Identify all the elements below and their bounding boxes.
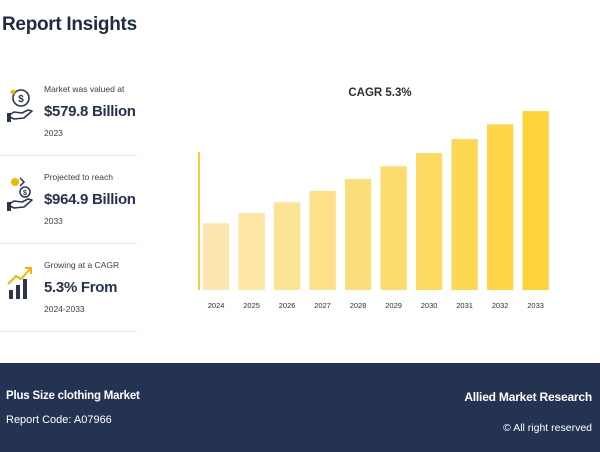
market-name: Plus Size clothing Market xyxy=(6,390,140,402)
projection-hand-icon: $ xyxy=(6,174,34,214)
bar-2033 xyxy=(522,111,549,290)
insight-value: $964.9 Billion xyxy=(44,191,136,208)
bar-2024 xyxy=(203,223,230,290)
bar-2030 xyxy=(416,153,443,290)
bar-2028 xyxy=(345,178,372,290)
x-tick-label: 2024 xyxy=(208,301,225,310)
x-tick-label: 2026 xyxy=(279,301,296,310)
report-code: Report Code: A07966 xyxy=(6,414,112,426)
insight-projection: $ Projected to reach $964.9 Billion 2033 xyxy=(0,156,137,244)
insight-year: 2023 xyxy=(44,128,63,138)
insight-market-value: $ Market was valued at $579.8 Billion 20… xyxy=(0,68,137,156)
page-title: Report Insights xyxy=(2,14,137,35)
svg-text:$: $ xyxy=(23,190,27,197)
bar-2025 xyxy=(238,213,265,290)
footer: Plus Size clothing Market Report Code: A… xyxy=(0,363,600,452)
bar-2029 xyxy=(380,166,407,290)
x-tick-label: 2033 xyxy=(527,301,544,310)
insight-value: 5.3% From xyxy=(44,279,118,296)
insight-year: 2033 xyxy=(44,216,63,226)
x-tick-label: 2031 xyxy=(456,301,473,310)
bar-2026 xyxy=(274,202,301,290)
cagr-chart: CAGR 5.3% 2024 2025 2026 2027 2028 2029 2030 20… xyxy=(190,80,570,320)
x-tick-label: 2027 xyxy=(314,301,331,310)
svg-text:$: $ xyxy=(18,94,24,105)
insight-label: Market was valued at xyxy=(44,84,125,94)
insight-year: 2024-2033 xyxy=(44,304,85,314)
insight-cagr: Growing at a CAGR 5.3% From 2024-2033 xyxy=(0,244,137,332)
insight-label: Growing at a CAGR xyxy=(44,260,120,270)
brand-name: Allied Market Research xyxy=(464,390,592,404)
insight-value: $579.8 Billion xyxy=(44,103,136,120)
x-tick-label: 2032 xyxy=(492,301,509,310)
bar-chart: 2024 2025 2026 2027 2028 2029 2030 2031 2032 2033 xyxy=(198,111,549,310)
insights-panel: $ Market was valued at $579.8 Billion 20… xyxy=(0,68,137,332)
bar-2031 xyxy=(451,139,478,290)
chart-title: CAGR 5.3% xyxy=(348,87,412,99)
x-tick-label: 2029 xyxy=(385,301,402,310)
bar-2027 xyxy=(309,190,336,290)
copyright: © All right reserved xyxy=(503,422,592,434)
money-hand-icon: $ xyxy=(6,86,34,126)
x-tick-label: 2030 xyxy=(421,301,438,310)
x-tick-label: 2028 xyxy=(350,301,367,310)
growth-chart-icon xyxy=(6,262,34,302)
x-tick-label: 2025 xyxy=(243,301,260,310)
insight-label: Projected to reach xyxy=(44,172,113,182)
bar-2032 xyxy=(487,124,514,291)
